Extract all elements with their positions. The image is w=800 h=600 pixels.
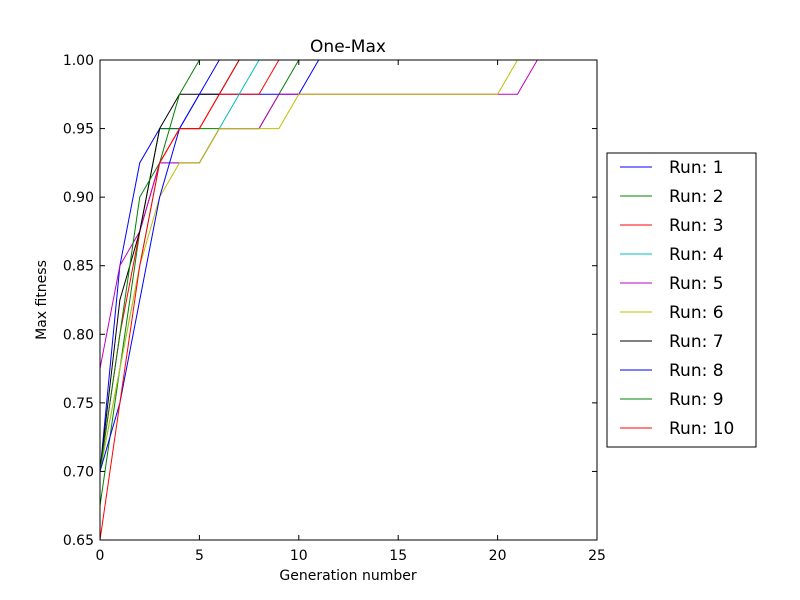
legend-label-run-10: Run: 10 bbox=[669, 419, 734, 439]
series-line-run-3 bbox=[99, 59, 280, 472]
series-line-run-9 bbox=[99, 59, 200, 472]
y-tick-label: 1.00 bbox=[63, 53, 94, 69]
legend-label-run-6: Run: 6 bbox=[669, 303, 724, 323]
legend-label-run-7: Run: 7 bbox=[669, 332, 724, 352]
y-axis-label: Max fitness bbox=[34, 260, 50, 340]
y-tick-label: 0.90 bbox=[63, 190, 94, 206]
y-tick-label: 0.85 bbox=[63, 259, 94, 275]
chart-title: One-Max bbox=[310, 37, 386, 57]
legend-label-run-3: Run: 3 bbox=[669, 216, 724, 236]
y-tick-label: 0.70 bbox=[63, 464, 94, 480]
legend: Run: 1 Run: 2 Run: 3 Run: 4 Run: 5 Run: 6 Run:… bbox=[606, 152, 757, 448]
legend-label-run-9: Run: 9 bbox=[669, 390, 724, 410]
x-tick-label: 20 bbox=[489, 548, 507, 564]
legend-label-run-8: Run: 8 bbox=[669, 361, 724, 381]
series-line-run-7 bbox=[99, 59, 240, 472]
series-line-run-5 bbox=[99, 59, 538, 369]
x-tick-label: 0 bbox=[96, 548, 105, 564]
x-tick-label: 25 bbox=[588, 548, 606, 564]
legend-box bbox=[606, 152, 757, 448]
series-line-run-8 bbox=[99, 59, 220, 472]
y-tick-label: 0.95 bbox=[63, 122, 94, 138]
y-tick-label: 0.65 bbox=[63, 533, 94, 549]
x-axis-label: Generation number bbox=[279, 568, 416, 584]
x-axis: 0 5 10 15 20 25 bbox=[96, 60, 606, 564]
series-line-run-4 bbox=[99, 59, 260, 472]
legend-label-run-1: Run: 1 bbox=[669, 158, 724, 178]
legend-label-run-2: Run: 2 bbox=[669, 187, 724, 207]
x-tick-label: 15 bbox=[389, 548, 407, 564]
y-tick-label: 0.75 bbox=[63, 396, 94, 412]
plot-frame bbox=[99, 59, 598, 541]
series-line-run-10 bbox=[99, 59, 240, 541]
y-tick-label: 0.80 bbox=[63, 327, 94, 343]
y-axis: 0.65 0.70 0.75 0.80 0.85 0.90 0.95 1.00 bbox=[63, 53, 597, 549]
series-layer bbox=[99, 59, 538, 541]
legend-label-run-5: Run: 5 bbox=[669, 274, 724, 294]
x-tick-label: 10 bbox=[290, 548, 308, 564]
legend-label-run-4: Run: 4 bbox=[669, 245, 724, 265]
series-line-run-6 bbox=[99, 59, 518, 472]
x-tick-label: 5 bbox=[195, 548, 204, 564]
